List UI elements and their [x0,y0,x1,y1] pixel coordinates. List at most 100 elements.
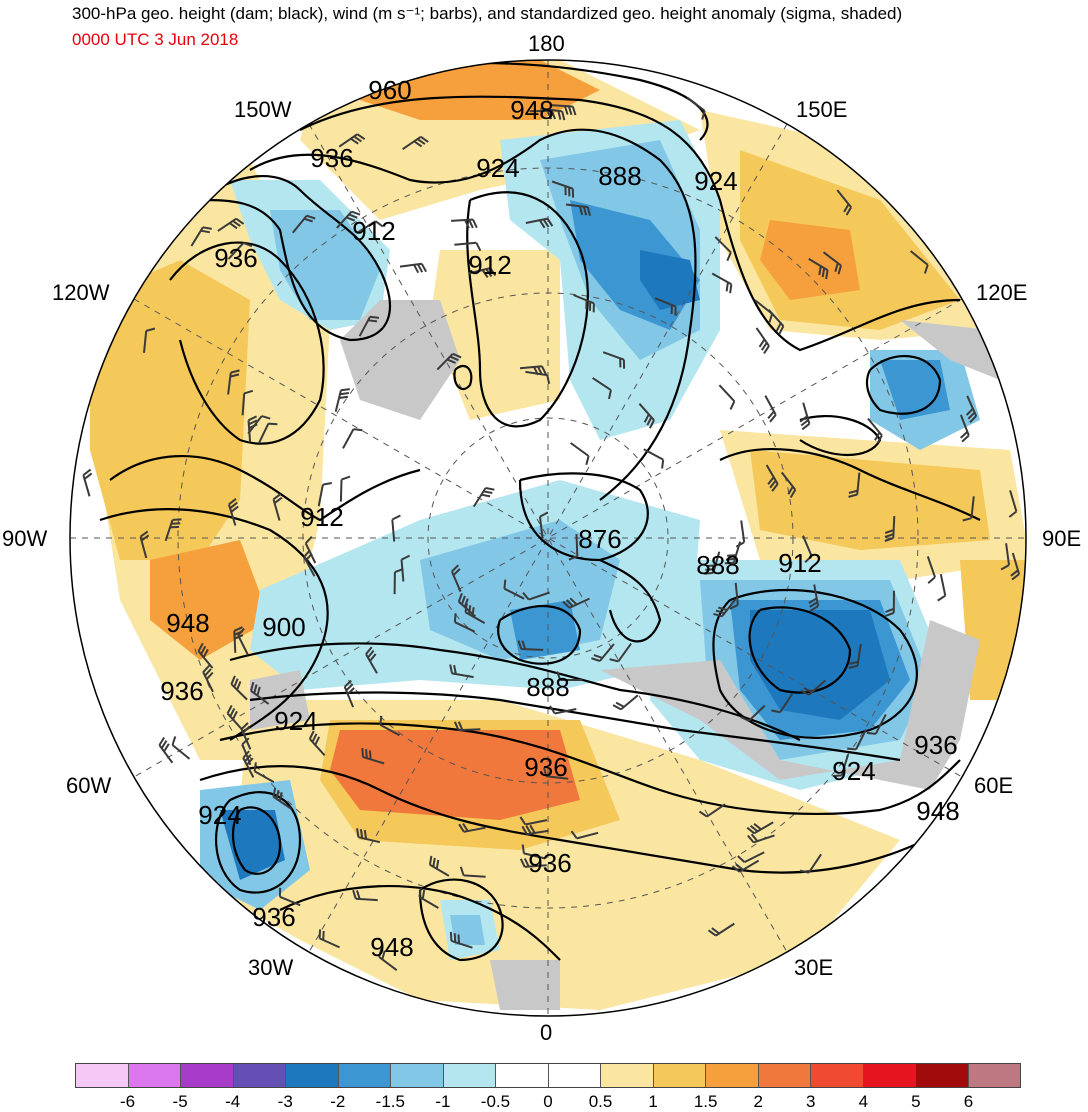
wind-barb [746,821,774,835]
map-disc-outline [69,59,1027,1017]
contour-label: 876 [578,524,621,554]
colorbar-tick-label: 2 [753,1092,763,1111]
wind-barb [654,297,677,316]
wind-barb [82,468,93,497]
wind-barb [962,496,975,522]
lon-label-60e: 60E [974,773,1014,798]
wind-barb [718,384,736,410]
wind-barb [400,554,411,582]
anomaly-negative-15 [510,600,580,660]
colorbar-swatch [76,1064,129,1087]
wind-barb [612,694,639,711]
wind-barb [250,681,270,705]
wind-barb [771,693,794,714]
wind-barb [472,487,495,508]
contour-label: 924 [198,800,241,830]
wind-barb [402,135,429,151]
contour-label: 900 [262,612,305,642]
contour-label: 888 [696,550,739,580]
wind-barb [592,377,612,400]
wind-barb [740,704,766,722]
wind-barb [802,535,813,564]
wind-barb [822,251,842,275]
wind-barb [517,640,544,651]
colorbar-swatch [811,1064,864,1087]
lon-label-0: 0 [540,1020,553,1045]
wind-barb [799,853,822,874]
land-gray [490,960,560,1010]
anomaly-negative-2 [220,810,285,880]
contour-label: 936 [528,848,571,878]
wind-barb [217,217,245,232]
wind-barb [361,748,385,765]
anomaly-negative-2 [640,250,700,310]
contour-label: 912 [468,250,511,280]
lon-label-120e: 120E [976,280,1028,305]
colorbar-swatch [863,1064,916,1087]
wind-barb [468,267,497,278]
wind-barb [308,730,326,756]
contour-label: 948 [510,95,553,125]
colorbar-tick-label: 0 [543,1092,553,1111]
wind-barb [399,262,427,274]
wind-barb [317,482,332,507]
height-contours [99,62,981,962]
wind-barb [519,858,547,868]
colorbar-swatch [128,1064,181,1087]
wind-barb [836,189,852,216]
wind-barb [570,442,590,465]
anomaly-positive-15 [750,450,990,550]
wind-barb [227,498,239,526]
colorbar-swatch [916,1064,969,1087]
colorbar-swatch [338,1064,391,1087]
colorbar-tick-label: -6 [119,1092,136,1111]
wind-barb [638,403,655,429]
colorbar-tick-label: -1.5 [375,1092,405,1111]
wind-barb [747,833,775,844]
wind-barb [529,109,557,120]
colorbar-tick-label: 0.5 [588,1092,613,1111]
anomaly-negative-2 [750,610,890,720]
wind-barb [272,787,293,810]
wind-barb [1000,543,1010,571]
wind-barb [197,642,214,669]
wind-barb [959,414,970,443]
wind-barb [573,294,595,313]
contour-label: 924 [476,153,519,183]
colorbar-swatch [443,1064,496,1087]
anomaly-positive-1 [430,250,560,420]
wind-barb [378,948,398,971]
wind-barb [356,828,381,844]
lon-label-150w: 150W [234,97,292,122]
colorbar-tick-label: -5 [172,1092,188,1111]
colorbar-swatch [286,1064,339,1087]
contour-label: 948 [916,796,959,826]
anomaly-positive-3 [330,730,580,820]
lon-label-60w: 60W [66,773,112,798]
contour-labels: 960 948 936 924 888 924 912 936 912 912 … [160,75,959,962]
colorbar-swatch [391,1064,444,1087]
wind-barb [551,180,575,198]
wind-barb [379,715,400,737]
map-title: 300-hPa geo. height (dam; black), wind (… [72,4,903,23]
wind-barbs [82,96,1021,971]
wind-barb [884,516,896,542]
wind-barb [565,203,591,217]
wind-barb [318,929,341,949]
wind-barb [1008,490,1018,518]
wind-barb [562,597,590,609]
land-gray [340,300,460,420]
wind-barb [428,855,450,877]
wind-barb [686,96,706,120]
wind-barb [754,299,774,323]
wind-barb [832,754,850,778]
lon-label-90e: 90E [1042,526,1082,551]
wind-barb [724,541,742,565]
wind-barb [808,584,820,612]
contour-label: 912 [778,548,821,578]
wind-barb [247,415,258,443]
wind-barb [336,210,361,229]
contour-label: 912 [352,216,395,246]
colorbar-swatch [968,1064,1020,1087]
wind-barb [334,388,350,412]
